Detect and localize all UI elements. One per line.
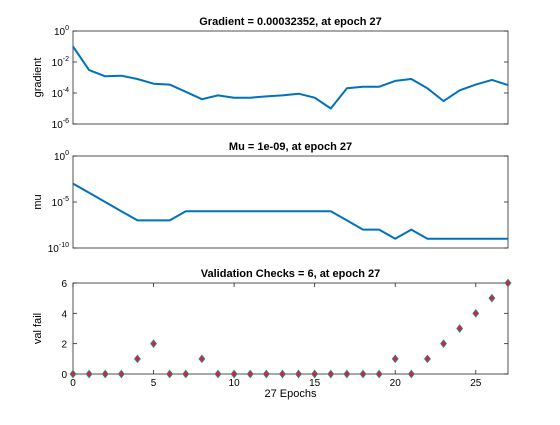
data-point [343,369,351,379]
x-tick-label: 20 [390,378,402,389]
data-point [198,354,206,364]
y-tick-label: 10-10 [48,242,69,255]
x-axis-label: 27 Epochs [265,388,317,400]
data-point [391,354,399,364]
y-tick-label: 10-6 [52,118,69,131]
axes-box [72,30,509,125]
chart-title: Validation Checks = 6, at epoch 27 [201,268,380,280]
x-tick-label: 15 [309,378,321,389]
data-point [101,369,109,379]
data-point [504,278,512,288]
chart-title: Mu = 1e-09, at epoch 27 [229,141,352,153]
data-point [488,293,496,303]
data-point [456,324,464,333]
y-tick-label: 100 [54,25,69,38]
y-tick-label: 10-4 [52,87,69,100]
x-tick-label: 5 [151,378,157,389]
data-point [440,339,448,348]
data-point [423,354,431,364]
data-point [117,369,125,379]
data-point [262,369,270,379]
panel-3: Validation Checks = 6, at epoch 27 val fa… [32,268,512,400]
y-tick-label: 100 [54,150,69,163]
data-point [69,369,77,379]
x-tick-label: 0 [70,378,76,389]
panel-2: Mu = 1e-09, at epoch 27 mu 10-10 10-5 100 [32,141,509,255]
y-tick-label: 10-5 [52,196,69,209]
data-point [295,369,303,379]
axes-box [72,282,509,375]
data-point [246,369,254,379]
data-point [150,339,158,348]
panel-1: Gradient = 0.00032352, at epoch 27 gradie… [32,16,509,131]
y-tick-label: 6 [61,279,67,290]
data-point [230,369,238,379]
data-point [407,369,415,379]
data-point [375,369,383,379]
y-tick-label: 2 [61,340,67,351]
series-line [72,45,509,110]
data-point [278,369,286,379]
y-axis-label: mu [32,194,44,209]
data-point [85,369,93,379]
chart-title: Gradient = 0.00032352, at epoch 27 [199,16,382,28]
data-point [166,369,174,379]
y-tick-label: 0 [61,370,67,381]
y-tick-label: 4 [61,309,67,320]
data-point [359,369,367,379]
y-tick-label: 10-2 [52,56,69,69]
series-line [72,182,508,240]
data-point [182,369,190,379]
y-axis-label: gradient [32,58,44,98]
data-point [133,354,141,364]
x-tick-label: 10 [229,378,241,389]
data-point [311,369,319,379]
data-point [214,369,222,379]
y-axis-label: val fail [32,313,44,344]
axes-box [72,155,509,249]
data-point [472,309,480,318]
x-tick-label: 25 [470,378,482,389]
data-point [327,369,335,379]
